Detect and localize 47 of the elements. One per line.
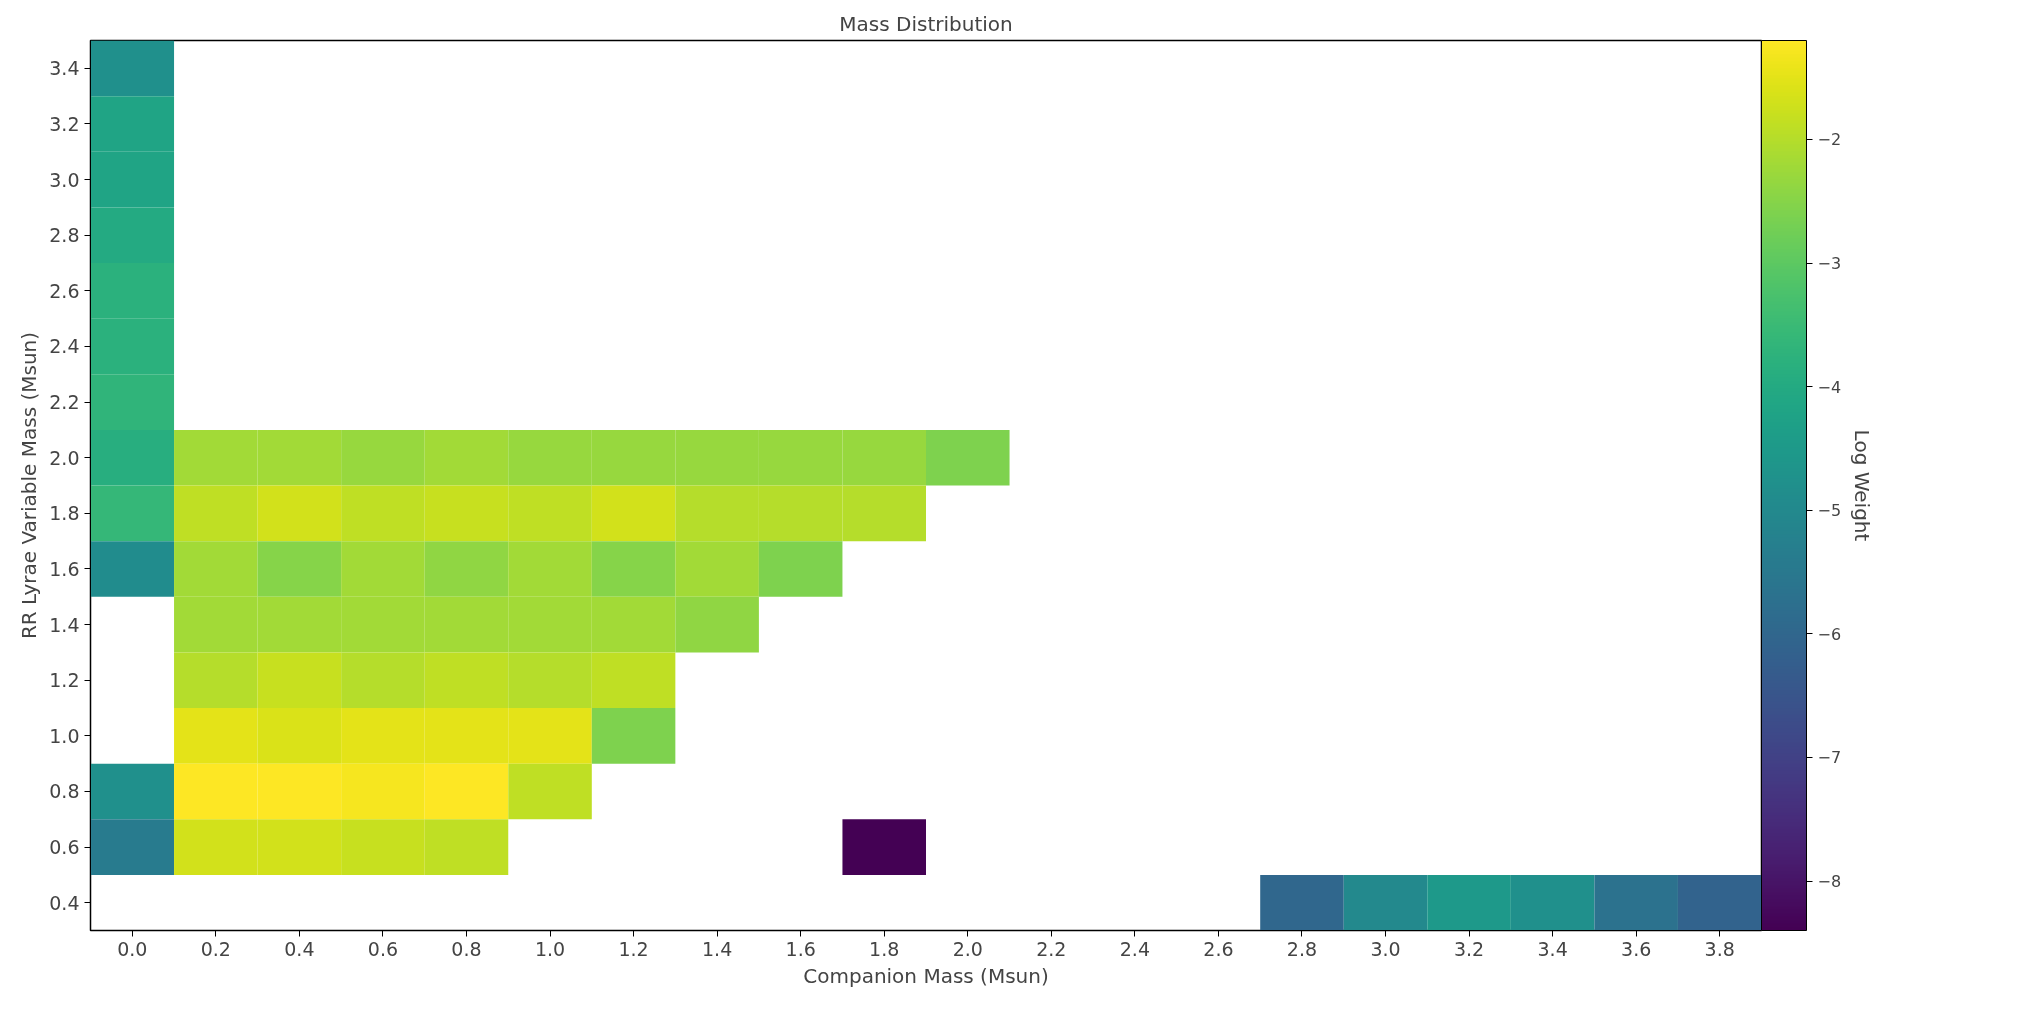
y-tick-label: 1.6 xyxy=(49,557,80,580)
color-bar-label: −3 xyxy=(1817,254,1842,273)
y-tick-label: 3.0 xyxy=(49,168,80,191)
y-axis-title: RR Lyrae Variable Mass (Msun) xyxy=(17,331,42,640)
x-tick-label: 1.2 xyxy=(618,937,649,960)
y-tick-label: 2.0 xyxy=(49,446,80,469)
y-tick-label: 2.4 xyxy=(49,335,80,358)
y-tick-label: 0.8 xyxy=(49,780,80,803)
x-tick-label: 2.4 xyxy=(1119,937,1150,960)
y-tick-label: 3.4 xyxy=(49,57,80,80)
color-bar-label: −2 xyxy=(1817,130,1842,150)
x-tick-label: 3.0 xyxy=(1370,937,1401,960)
color-bar-title: Log Weight xyxy=(1849,429,1874,542)
color-bar-label: −6 xyxy=(1817,624,1842,644)
x-tick-label: 1.8 xyxy=(869,937,900,960)
y-tick-label: 1.0 xyxy=(49,724,80,747)
x-tick-label: 3.2 xyxy=(1453,937,1485,960)
x-tick-label: 2.8 xyxy=(1286,937,1318,960)
x-tick-label: 1.0 xyxy=(534,937,566,960)
x-tick-label: 2.0 xyxy=(952,937,983,960)
y-tick-label: 1.2 xyxy=(49,669,80,692)
x-tick-label: 1.6 xyxy=(785,937,816,960)
x-tick-label: 3.8 xyxy=(1704,937,1735,960)
x-tick-label: 3.6 xyxy=(1621,937,1652,960)
x-tick-label: 2.2 xyxy=(1036,937,1067,960)
x-tick-label: 2.6 xyxy=(1203,937,1234,960)
x-tick-label: 3.4 xyxy=(1537,937,1568,960)
y-tick-label: 0.4 xyxy=(49,891,80,914)
x-tick-label: 1.4 xyxy=(702,937,733,960)
color-bar-label: −4 xyxy=(1817,377,1842,397)
chart-title: Mass Distribution xyxy=(839,11,1013,36)
x-tick-label: 0.6 xyxy=(367,937,399,960)
x-tick-label: 0.2 xyxy=(200,937,231,960)
y-tick-label: 1.8 xyxy=(49,502,80,525)
y-tick-label: 0.6 xyxy=(49,836,80,859)
color-bar-label: −8 xyxy=(1817,872,1842,892)
y-tick-label: 3.2 xyxy=(49,112,80,135)
color-bar-label: −7 xyxy=(1817,748,1842,768)
x-tick-label: 0.8 xyxy=(451,937,482,960)
x-axis-title: Companion Mass (Msun) xyxy=(803,963,1049,988)
y-tick-label: 2.2 xyxy=(49,391,80,414)
y-tick-label: 2.8 xyxy=(49,224,80,247)
color-bar-label: −5 xyxy=(1817,501,1842,521)
y-tick-label: 2.6 xyxy=(49,279,80,302)
x-tick-label: 0.4 xyxy=(284,937,315,960)
y-tick-label: 1.4 xyxy=(49,613,80,636)
x-tick-label: 0.0 xyxy=(117,937,148,960)
